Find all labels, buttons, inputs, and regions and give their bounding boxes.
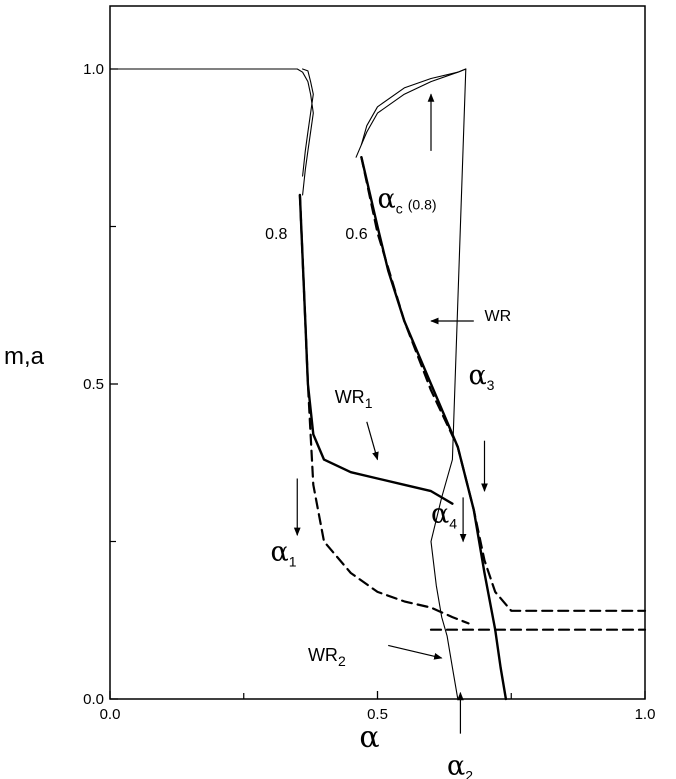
series-line-2 xyxy=(298,193,454,505)
annotation-1: 0.8 xyxy=(265,226,287,243)
x-tick-label: 1.0 xyxy=(635,706,656,723)
axes: 0.0 0.5 1.0 0.0 0.5 1.0 xyxy=(83,5,656,723)
series-line-1 xyxy=(302,68,314,177)
y-tick-label: 0.5 xyxy=(83,376,104,393)
arrow-group xyxy=(293,93,488,734)
annotation-3: WR xyxy=(485,308,512,325)
y-axis-label: m,a xyxy=(4,343,45,370)
plot-frame xyxy=(109,5,646,700)
x-axis-label: α xyxy=(359,720,379,755)
annotation-0: αc (0.8) xyxy=(378,184,437,217)
y-tick-label: 1.0 xyxy=(83,61,104,78)
series-line-4 xyxy=(355,68,467,700)
annotation-arrow-6 xyxy=(388,644,443,660)
annotation-2: 0.6 xyxy=(345,226,367,243)
series-line-3 xyxy=(298,193,470,625)
x-tick-label: 0.5 xyxy=(367,706,388,723)
series-line-5 xyxy=(360,68,467,146)
series-line-0 xyxy=(109,68,314,196)
annotation-5: α3 xyxy=(468,360,494,393)
series-line-6 xyxy=(360,156,508,701)
y-tick-label: 0.0 xyxy=(83,691,104,708)
series-line-7 xyxy=(360,156,647,612)
annotation-8: WR2 xyxy=(308,645,346,669)
annotation-4: WR1 xyxy=(335,387,373,411)
annotation-9: α2 xyxy=(447,751,473,779)
x-tick-label: 0.0 xyxy=(100,706,121,723)
annotation-7: α1 xyxy=(271,536,297,569)
annotation-arrow-2 xyxy=(366,421,379,461)
series-group xyxy=(109,68,647,701)
